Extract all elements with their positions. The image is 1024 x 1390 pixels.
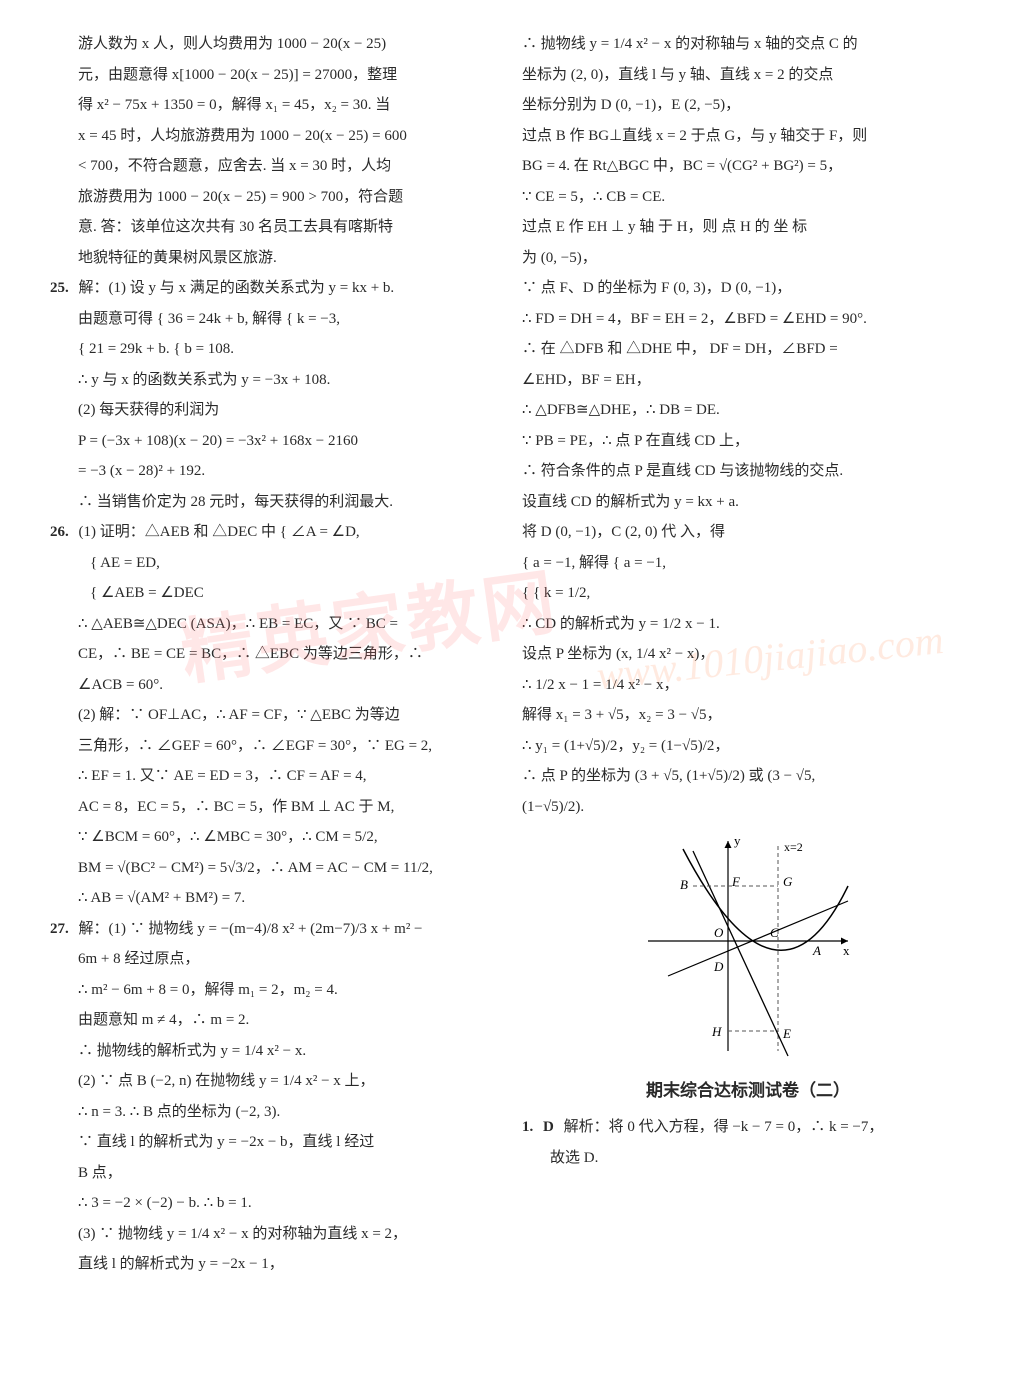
text-line: 坐标分别为 D (0, −1)，E (2, −5)， (522, 91, 974, 120)
text-line: (1) 证明：△AEB 和 △DEC 中 { ∠A = ∠D, (79, 524, 360, 540)
left-column: 游人数为 x 人，则人均费用为 1000 − 20(x − 25) 元，由题意得… (50, 30, 502, 1281)
text-line: 旅游费用为 1000 − 20(x − 25) = 900 > 700，符合题 (50, 183, 502, 212)
text-line: ∴ △DFB≅△DHE，∴ DB = DE. (522, 396, 974, 425)
text-line: 由题意可得 { 36 = 24k + b, 解得 { k = −3, (50, 305, 502, 334)
figure-svg: y x x=2 B F G O C A D H E (638, 831, 858, 1061)
text-line: (1−√5)/2). (522, 793, 974, 822)
text-line: { { k = 1/2, (522, 579, 974, 608)
question-number: 1. (522, 1119, 533, 1135)
text-line: ∴ 抛物线的解析式为 y = 1/4 x² − x. (50, 1037, 502, 1066)
answer-letter: D (543, 1119, 554, 1135)
text-line: ∴ 1/2 x − 1 = 1/4 x² − x， (522, 671, 974, 700)
text-line: BM = √(BC² − CM²) = 5√3/2，∴ AM = AC − CM… (50, 854, 502, 883)
text-line: CE，∴ BE = CE = BC，∴ △EBC 为等边三角形，∴ (50, 640, 502, 669)
question-26: 26. (1) 证明：△AEB 和 △DEC 中 { ∠A = ∠D, (50, 518, 502, 547)
text-line: (2) 解：∵ OF⊥AC，∴ AF = CF，∵ △EBC 为等边 (50, 701, 502, 730)
label-D: D (713, 959, 724, 974)
right-column: ∴ 抛物线 y = 1/4 x² − x 的对称轴与 x 轴的交点 C 的 坐标… (522, 30, 974, 1281)
text-line: { a = −1, 解得 { a = −1, (522, 549, 974, 578)
two-column-layout: 游人数为 x 人，则人均费用为 1000 − 20(x − 25) 元，由题意得… (50, 30, 974, 1281)
text-line: BG = 4. 在 Rt△BGC 中，BC = √(CG² + BG²) = 5… (522, 152, 974, 181)
text-line: AC = 8，EC = 5，∴ BC = 5，作 BM ⊥ AC 于 M, (50, 793, 502, 822)
text-line: ∴ 3 = −2 × (−2) − b. ∴ b = 1. (50, 1189, 502, 1218)
text-line: ∵ ∠BCM = 60°，∴ ∠MBC = 30°，∴ CM = 5/2, (50, 823, 502, 852)
text-line: 设直线 CD 的解析式为 y = kx + a. (522, 488, 974, 517)
text-line: (2) 每天获得的利润为 (50, 396, 502, 425)
text-line: 元，由题意得 x[1000 − 20(x − 25)] = 27000，整理 (50, 61, 502, 90)
text-line: 坐标为 (2, 0)，直线 l 与 y 轴、直线 x = 2 的交点 (522, 61, 974, 90)
text-line: ∵ 直线 l 的解析式为 y = −2x − b，直线 l 经过 (50, 1128, 502, 1157)
question-number: 26. (50, 524, 69, 540)
section-title: 期末综合达标测试卷（二） (522, 1075, 974, 1107)
label-y: y (734, 833, 741, 848)
question-number: 25. (50, 280, 69, 296)
question-25: 25. 解：(1) 设 y 与 x 满足的函数关系式为 y = kx + b. (50, 274, 502, 303)
text-line: { AE = ED, (50, 549, 502, 578)
text-line: { 21 = 29k + b. { b = 108. (50, 335, 502, 364)
label-G: G (783, 874, 793, 889)
text-line: ∴ 符合条件的点 P 是直线 CD 与该抛物线的交点. (522, 457, 974, 486)
text-line: P = (−3x + 108)(x − 20) = −3x² + 168x − … (50, 427, 502, 456)
text-line: ∴ n = 3. ∴ B 点的坐标为 (−2, 3). (50, 1098, 502, 1127)
text-line: ∵ PB = PE，∴ 点 P 在直线 CD 上， (522, 427, 974, 456)
text-line: 由题意知 m ≠ 4，∴ m = 2. (50, 1006, 502, 1035)
text-line: 解得 x₁ = 3 + √5，x₂ = 3 − √5， (522, 701, 974, 730)
text-line: (2) ∵ 点 B (−2, n) 在抛物线 y = 1/4 x² − x 上， (50, 1067, 502, 1096)
text-line: ∴ m² − 6m + 8 = 0，解得 m₁ = 2，m₂ = 4. (50, 976, 502, 1005)
text-line: (3) ∵ 抛物线 y = 1/4 x² − x 的对称轴为直线 x = 2， (50, 1220, 502, 1249)
text-line: 故选 D. (522, 1144, 974, 1173)
text-line: 解析：将 0 代入方程，得 −k − 7 = 0，∴ k = −7， (564, 1119, 884, 1135)
text-line: ∵ 点 F、D 的坐标为 F (0, 3)，D (0, −1)， (522, 274, 974, 303)
text-line: 为 (0, −5)， (522, 244, 974, 273)
text-line: 直线 l 的解析式为 y = −2x − 1， (50, 1250, 502, 1279)
text-line: ∴ y 与 x 的函数关系式为 y = −3x + 108. (50, 366, 502, 395)
text-line: 将 D (0, −1)，C (2, 0) 代 入，得 (522, 518, 974, 547)
text-line: 设点 P 坐标为 (x, 1/4 x² − x)， (522, 640, 974, 669)
text-line: { ∠AEB = ∠DEC (50, 579, 502, 608)
text-line: ∴ EF = 1. 又∵ AE = ED = 3，∴ CF = AF = 4, (50, 762, 502, 791)
text-line: 过点 B 作 BG⊥直线 x = 2 于点 G，与 y 轴交于 F，则 (522, 122, 974, 151)
text-line: ∴ CD 的解析式为 y = 1/2 x − 1. (522, 610, 974, 639)
text-line: ∴ 当销售价定为 28 元时，每天获得的利润最大. (50, 488, 502, 517)
text-line: ∵ CE = 5，∴ CB = CE. (522, 183, 974, 212)
label-E: E (782, 1026, 791, 1041)
question-number: 27. (50, 921, 69, 937)
label-A: A (812, 943, 821, 958)
text-line: 三角形，∴ ∠GEF = 60°，∴ ∠EGF = 30°，∵ EG = 2, (50, 732, 502, 761)
text-line: 过点 E 作 EH ⊥ y 轴 于 H，则 点 H 的 坐 标 (522, 213, 974, 242)
question-1: 1. D 解析：将 0 代入方程，得 −k − 7 = 0，∴ k = −7， (522, 1113, 974, 1142)
text-line: ∠ACB = 60°. (50, 671, 502, 700)
text-line: ∴ 点 P 的坐标为 (3 + √5, (1+√5)/2) 或 (3 − √5, (522, 762, 974, 791)
text-line: ∠EHD，BF = EH， (522, 366, 974, 395)
text-line: ∴ AB = √(AM² + BM²) = 7. (50, 884, 502, 913)
label-B: B (680, 877, 688, 892)
text-line: = −3 (x − 28)² + 192. (50, 457, 502, 486)
parabola-figure: y x x=2 B F G O C A D H E (638, 831, 858, 1061)
text-line: 解：(1) 设 y 与 x 满足的函数关系式为 y = kx + b. (79, 280, 395, 296)
label-C: C (770, 925, 779, 940)
text-line: 意. 答：该单位这次共有 30 名员工去具有喀斯特 (50, 213, 502, 242)
label-F: F (731, 874, 741, 889)
text-line: 游人数为 x 人，则人均费用为 1000 − 20(x − 25) (50, 30, 502, 59)
text-line: B 点， (50, 1159, 502, 1188)
text-line: ∴ 抛物线 y = 1/4 x² − x 的对称轴与 x 轴的交点 C 的 (522, 30, 974, 59)
label-xeq2: x=2 (784, 840, 803, 854)
text-line: 得 x² − 75x + 1350 = 0，解得 x₁ = 45，x₂ = 30… (50, 91, 502, 120)
text-line: ∴ 在 △DFB 和 △DHE 中， DF = DH，∠BFD = (522, 335, 974, 364)
text-line: ∴ △AEB≅△DEC (ASA)，∴ EB = EC，又 ∵ BC = (50, 610, 502, 639)
text-line: < 700，不符合题意，应舍去. 当 x = 30 时，人均 (50, 152, 502, 181)
text-line: 地貌特征的黄果树风景区旅游. (50, 244, 502, 273)
text-line: x = 45 时，人均旅游费用为 1000 − 20(x − 25) = 600 (50, 122, 502, 151)
text-line: 解：(1) ∵ 抛物线 y = −(m−4)/8 x² + (2m−7)/3 x… (79, 921, 423, 937)
label-x: x (843, 943, 850, 958)
text-line: ∴ y₁ = (1+√5)/2，y₂ = (1−√5)/2， (522, 732, 974, 761)
question-27: 27. 解：(1) ∵ 抛物线 y = −(m−4)/8 x² + (2m−7)… (50, 915, 502, 944)
text-line: ∴ FD = DH = 4，BF = EH = 2，∠BFD = ∠EHD = … (522, 305, 974, 334)
label-O: O (714, 925, 724, 940)
text-line: 6m + 8 经过原点， (50, 945, 502, 974)
label-H: H (711, 1024, 722, 1039)
